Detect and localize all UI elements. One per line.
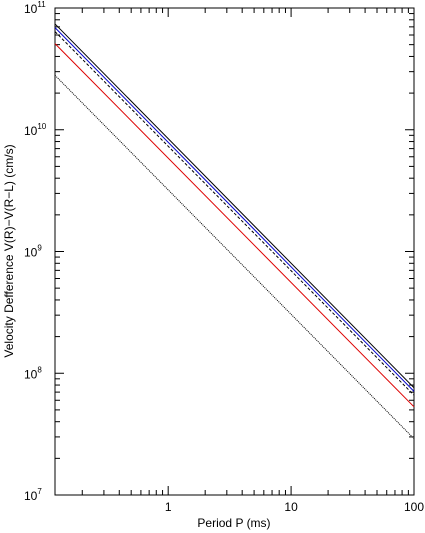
y-tick-label: 109 [24, 244, 42, 260]
y-tick-labels: 107 108 109 1010 1011 [24, 0, 47, 503]
plot-frame [54, 7, 415, 496]
x-tick-label: 1 [165, 500, 172, 514]
y-tick-label: 108 [24, 365, 42, 381]
y-axis-label: Velocity Defference V(R)−V(R−L) (cm/s) [2, 144, 16, 357]
series-line-2 [54, 27, 415, 392]
y-tick-label: 1010 [24, 122, 47, 138]
x-tick-label: 10 [284, 500, 298, 514]
series-lines [54, 23, 415, 440]
x-tick-label: 100 [404, 500, 424, 514]
series-line-1 [54, 23, 415, 389]
series-line-3 [54, 31, 415, 396]
y-tick-label: 107 [24, 487, 42, 503]
x-axis-label: Period P (ms) [197, 516, 270, 530]
axis-ticks [55, 7, 415, 496]
series-line-5 [54, 74, 415, 440]
x-tick-labels: 1 10 100 [165, 500, 424, 514]
y-tick-label: 1011 [24, 0, 46, 16]
series-line-4 [54, 43, 415, 408]
